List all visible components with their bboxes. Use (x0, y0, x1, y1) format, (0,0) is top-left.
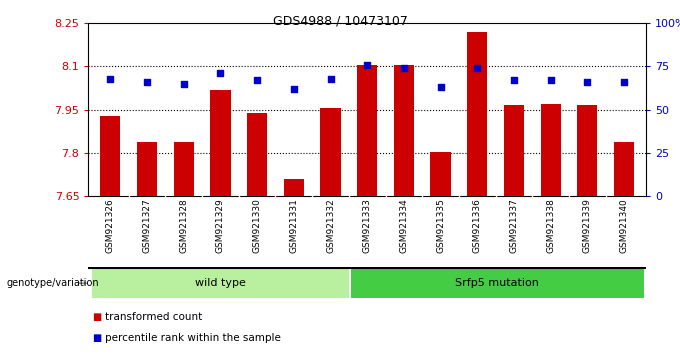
Bar (577, 105, 598, 196)
Bar (173, 142, 194, 196)
Bar (357, 65, 377, 196)
Text: GDS4988 / 10473107: GDS4988 / 10473107 (273, 14, 407, 27)
Point (398, 65, 409, 71)
Point (545, 78, 556, 83)
Text: GSM921336: GSM921336 (473, 199, 481, 253)
Text: Srfp5 mutation: Srfp5 mutation (456, 278, 539, 288)
Point (362, 62, 373, 68)
Bar (614, 142, 634, 196)
Text: percentile rank within the sample: percentile rank within the sample (105, 333, 282, 343)
Bar (320, 108, 341, 196)
Point (252, 78, 262, 83)
Point (472, 65, 483, 71)
Text: GSM921333: GSM921333 (362, 199, 372, 253)
Bar (137, 142, 157, 196)
Text: GSM921334: GSM921334 (399, 199, 409, 253)
Point (582, 79, 593, 85)
Text: GSM921337: GSM921337 (509, 199, 518, 253)
Text: GSM921335: GSM921335 (436, 199, 445, 253)
Point (215, 70, 226, 76)
Bar (504, 105, 524, 196)
Text: GSM921327: GSM921327 (143, 199, 152, 253)
Text: GSM921338: GSM921338 (546, 199, 555, 253)
Bar (541, 104, 561, 196)
Point (435, 84, 446, 90)
Text: wild type: wild type (195, 278, 246, 288)
Text: GSM921330: GSM921330 (253, 199, 262, 253)
Bar (351, 269, 644, 297)
Text: GSM921331: GSM921331 (289, 199, 299, 253)
Point (141, 79, 152, 85)
Text: GSM921326: GSM921326 (106, 199, 115, 253)
Point (509, 78, 520, 83)
Bar (394, 65, 414, 196)
Text: ■: ■ (92, 333, 101, 343)
Point (288, 86, 299, 92)
Text: GSM921339: GSM921339 (583, 199, 592, 253)
Point (178, 81, 189, 87)
Text: GSM921340: GSM921340 (619, 199, 628, 253)
Text: GSM921332: GSM921332 (326, 199, 335, 253)
Bar (430, 152, 451, 196)
Point (325, 76, 336, 81)
Text: GSM921328: GSM921328 (180, 199, 188, 253)
Bar (92, 269, 349, 297)
Text: genotype/variation: genotype/variation (7, 278, 99, 288)
Bar (284, 179, 304, 196)
Bar (210, 90, 231, 196)
Text: transformed count: transformed count (105, 312, 203, 322)
Text: GSM921329: GSM921329 (216, 199, 225, 253)
Bar (247, 113, 267, 196)
Bar (467, 32, 488, 196)
Text: ■: ■ (92, 312, 101, 322)
Point (105, 76, 116, 81)
Point (619, 79, 630, 85)
Bar (101, 115, 120, 196)
